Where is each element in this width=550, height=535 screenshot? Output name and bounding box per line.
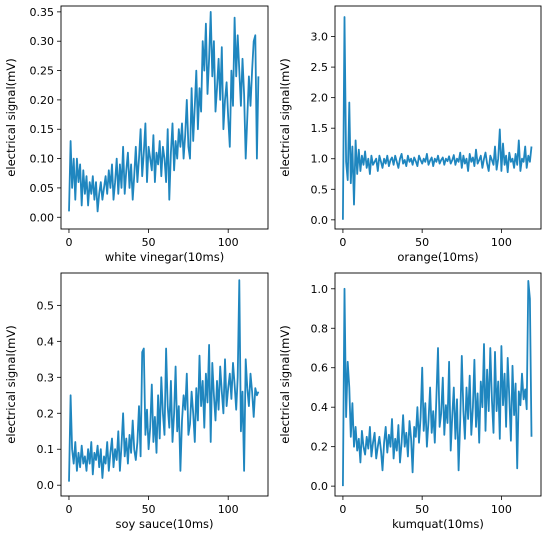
y-tick-label: 0.2 <box>37 407 55 420</box>
y-tick-label: 2.0 <box>311 92 329 105</box>
y-tick-label: 0.10 <box>30 153 55 166</box>
y-tick-label: 1.0 <box>311 153 329 166</box>
y-tick-label: 0.2 <box>311 441 329 454</box>
x-tick-label: 0 <box>65 236 72 249</box>
y-tick-label: 0.0 <box>37 479 55 492</box>
series-line <box>342 16 533 220</box>
y-tick-label: 0.0 <box>311 480 329 493</box>
series-line <box>68 279 260 482</box>
x-tick-label: 0 <box>65 503 72 516</box>
y-tick-label: 3.0 <box>311 31 329 44</box>
x-tick-label: 100 <box>218 236 239 249</box>
x-tick-label: 50 <box>142 236 156 249</box>
y-tick-label: 0.00 <box>30 211 55 224</box>
series-line <box>68 10 260 213</box>
subplot-3: 0 50 100 0.0 0.1 0.2 0.3 0.4 0.5 soy sauce(10ms) e… <box>4 272 269 531</box>
x-tick-label: 0 <box>339 236 346 249</box>
y-tick-label: 1.0 <box>311 283 329 296</box>
x-tick-label: 50 <box>415 503 429 516</box>
x-axis-label: white vinegar(10ms) <box>105 250 224 264</box>
y-tick-label: 1.5 <box>311 122 329 135</box>
axes-frame <box>60 5 269 230</box>
y-tick-label: 0.3 <box>37 371 55 384</box>
y-tick-label: 0.30 <box>30 35 55 48</box>
y-axis-label: electrical signal(mV) <box>4 325 18 443</box>
x-axis-label: orange(10ms) <box>397 250 478 264</box>
x-tick-label: 100 <box>491 236 512 249</box>
y-tick-label: 0.8 <box>311 322 329 335</box>
subplot-2: 0 50 100 0.0 0.5 1.0 1.5 2.0 2.5 3.0 orange(10ms) e… <box>278 5 542 264</box>
x-axis-label: soy sauce(10ms) <box>115 517 213 531</box>
x-tick-label: 100 <box>491 503 512 516</box>
y-axis-label: electrical signal(mV) <box>4 58 18 176</box>
x-tick-label: 100 <box>218 503 239 516</box>
y-tick-label: 0.05 <box>30 182 55 195</box>
x-tick-label: 0 <box>339 503 346 516</box>
axes-frame <box>60 272 269 497</box>
x-axis-label: kumquat(10ms) <box>392 517 484 531</box>
y-tick-label: 0.0 <box>311 214 329 227</box>
y-tick-label: 0.1 <box>37 443 55 456</box>
y-axis-label: electrical signal(mV) <box>278 325 292 443</box>
y-tick-label: 0.25 <box>30 65 55 78</box>
subplot-4: 0 50 100 0.0 0.2 0.4 0.6 0.8 1.0 kumquat(10ms) ele… <box>278 272 542 531</box>
axes-frame <box>334 5 542 230</box>
y-tick-label: 0.6 <box>311 362 329 375</box>
y-tick-label: 0.4 <box>311 401 329 414</box>
y-tick-label: 0.20 <box>30 94 55 107</box>
series-line <box>342 279 533 487</box>
axes-frame <box>334 272 542 497</box>
subplot-1: 0 50 100 0.00 0.05 0.10 0.15 0.20 0.25 0.30 0.35 wh… <box>4 5 269 264</box>
y-tick-label: 0.4 <box>37 335 55 348</box>
x-tick-label: 50 <box>415 236 429 249</box>
y-axis-label: electrical signal(mV) <box>278 58 292 176</box>
x-tick-label: 50 <box>142 503 156 516</box>
y-tick-label: 0.35 <box>30 6 55 19</box>
y-tick-label: 0.15 <box>30 123 55 136</box>
y-tick-label: 2.5 <box>311 61 329 74</box>
y-tick-label: 0.5 <box>37 299 55 312</box>
y-tick-label: 0.5 <box>311 183 329 196</box>
